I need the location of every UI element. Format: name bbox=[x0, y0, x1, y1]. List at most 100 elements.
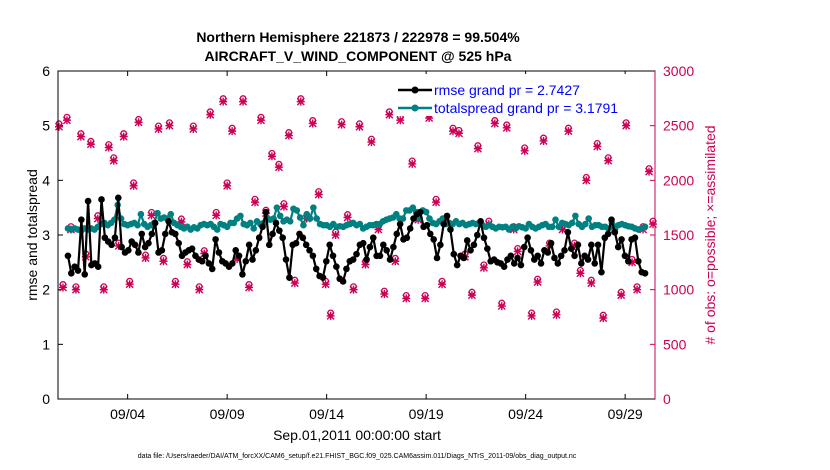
rmse-point bbox=[460, 254, 468, 262]
obs-marker bbox=[527, 309, 536, 320]
totalspread-point bbox=[582, 220, 589, 228]
obs-assimilated-marker bbox=[539, 136, 548, 145]
obs-assimilated-marker bbox=[582, 176, 591, 185]
rmse-point bbox=[145, 239, 152, 247]
obs-assimilated-marker bbox=[408, 159, 417, 168]
rmse-point bbox=[212, 236, 219, 243]
totalspread-point bbox=[641, 223, 649, 231]
obs-assimilated-marker bbox=[520, 146, 529, 155]
rmse-point bbox=[302, 241, 310, 249]
rmse-point bbox=[393, 230, 401, 238]
obs-assimilated-marker bbox=[274, 163, 283, 172]
obs-marker bbox=[141, 251, 150, 262]
rmse-point bbox=[510, 260, 518, 267]
obs-assimilated-marker bbox=[177, 217, 186, 226]
rmse-point bbox=[306, 247, 313, 254]
obs-assimilated-marker bbox=[109, 156, 118, 165]
obs-marker bbox=[109, 154, 118, 165]
rmse-point bbox=[453, 261, 461, 269]
obs-assimilated-marker bbox=[267, 152, 276, 161]
obs-assimilated-marker bbox=[361, 260, 370, 269]
y-axis-left-label: rmse and totalspread bbox=[24, 169, 40, 301]
rmse-point bbox=[165, 218, 172, 225]
rmse-point bbox=[343, 265, 350, 273]
obs-assimilated-marker bbox=[290, 279, 299, 288]
rmse-point bbox=[108, 241, 115, 249]
rmse-point bbox=[98, 196, 105, 203]
totalspread-series bbox=[64, 201, 649, 234]
rmse-point bbox=[198, 257, 206, 265]
obs-marker bbox=[649, 217, 658, 229]
obs-marker bbox=[99, 283, 108, 294]
obs-assimilated-marker bbox=[326, 311, 335, 320]
obs-assimilated-marker bbox=[622, 121, 631, 130]
obs-assimilated-marker bbox=[604, 156, 613, 165]
y-left-tick-label: 4 bbox=[42, 172, 50, 188]
x-tick-label: 09/19 bbox=[409, 406, 444, 422]
y-right-tick-label: 500 bbox=[663, 336, 687, 352]
rmse-point bbox=[252, 247, 260, 254]
obs-assimilated-marker bbox=[396, 116, 405, 125]
rmse-point bbox=[477, 218, 484, 225]
obs-assimilated-marker bbox=[245, 283, 254, 292]
obs-marker bbox=[564, 124, 573, 136]
obs-marker bbox=[408, 157, 417, 168]
rmse-point bbox=[64, 252, 72, 260]
obs-marker bbox=[645, 165, 654, 176]
totalspread-point bbox=[134, 221, 141, 229]
rmse-point bbox=[588, 241, 595, 249]
rmse-point bbox=[467, 247, 474, 254]
y-right-tick-label: 0 bbox=[663, 391, 671, 407]
obs-marker bbox=[239, 95, 248, 106]
totalspread-point bbox=[568, 219, 576, 227]
obs-assimilated-marker bbox=[343, 213, 352, 222]
obs-marker bbox=[552, 308, 561, 319]
rmse-point bbox=[309, 252, 317, 260]
rmse-point bbox=[618, 236, 625, 243]
rmse-point bbox=[81, 271, 89, 278]
rmse-point bbox=[319, 274, 327, 281]
obs-marker bbox=[223, 179, 232, 190]
obs-marker bbox=[326, 309, 335, 320]
obs-marker bbox=[337, 118, 346, 129]
obs-assimilated-marker bbox=[587, 279, 596, 288]
obs-marker bbox=[438, 277, 447, 289]
rmse-point bbox=[135, 249, 142, 256]
obs-assimilated-marker bbox=[99, 285, 108, 294]
rmse-point bbox=[276, 227, 283, 234]
rmse-point bbox=[74, 267, 82, 274]
obs-assimilated-marker bbox=[321, 280, 330, 289]
obs-marker bbox=[245, 281, 254, 292]
obs-marker bbox=[385, 108, 394, 119]
obs-assimilated-marker bbox=[223, 181, 232, 190]
obs-assimilated-marker bbox=[490, 119, 499, 128]
obs-marker bbox=[314, 188, 323, 199]
rmse-point bbox=[571, 252, 578, 260]
rmse-point bbox=[396, 220, 404, 228]
totalspread-point bbox=[313, 215, 321, 222]
rmse-point bbox=[353, 250, 360, 258]
obs-marker bbox=[617, 288, 626, 300]
rmse-point bbox=[537, 260, 545, 267]
obs-assimilated-marker bbox=[380, 290, 389, 299]
obs-marker bbox=[449, 124, 458, 136]
rmse-point bbox=[514, 254, 521, 262]
rmse-point bbox=[621, 252, 629, 260]
obs-marker bbox=[290, 276, 299, 288]
obs-assimilated-marker bbox=[425, 114, 434, 123]
totalspread-point bbox=[422, 208, 430, 216]
rmse-point bbox=[282, 256, 290, 263]
totalspread-point bbox=[247, 219, 254, 227]
y-right-tick-label: 2500 bbox=[663, 118, 694, 134]
obs-marker bbox=[497, 299, 506, 311]
obs-assimilated-marker bbox=[552, 310, 561, 319]
rmse-point bbox=[131, 241, 139, 249]
obs-assimilated-marker bbox=[337, 120, 346, 129]
rmse-point bbox=[151, 219, 159, 227]
obs-marker bbox=[134, 115, 143, 127]
obs-assimilated-marker bbox=[239, 97, 248, 106]
rmse-point bbox=[427, 230, 434, 238]
totalspread-point bbox=[250, 225, 257, 232]
rmse-point bbox=[239, 271, 246, 278]
